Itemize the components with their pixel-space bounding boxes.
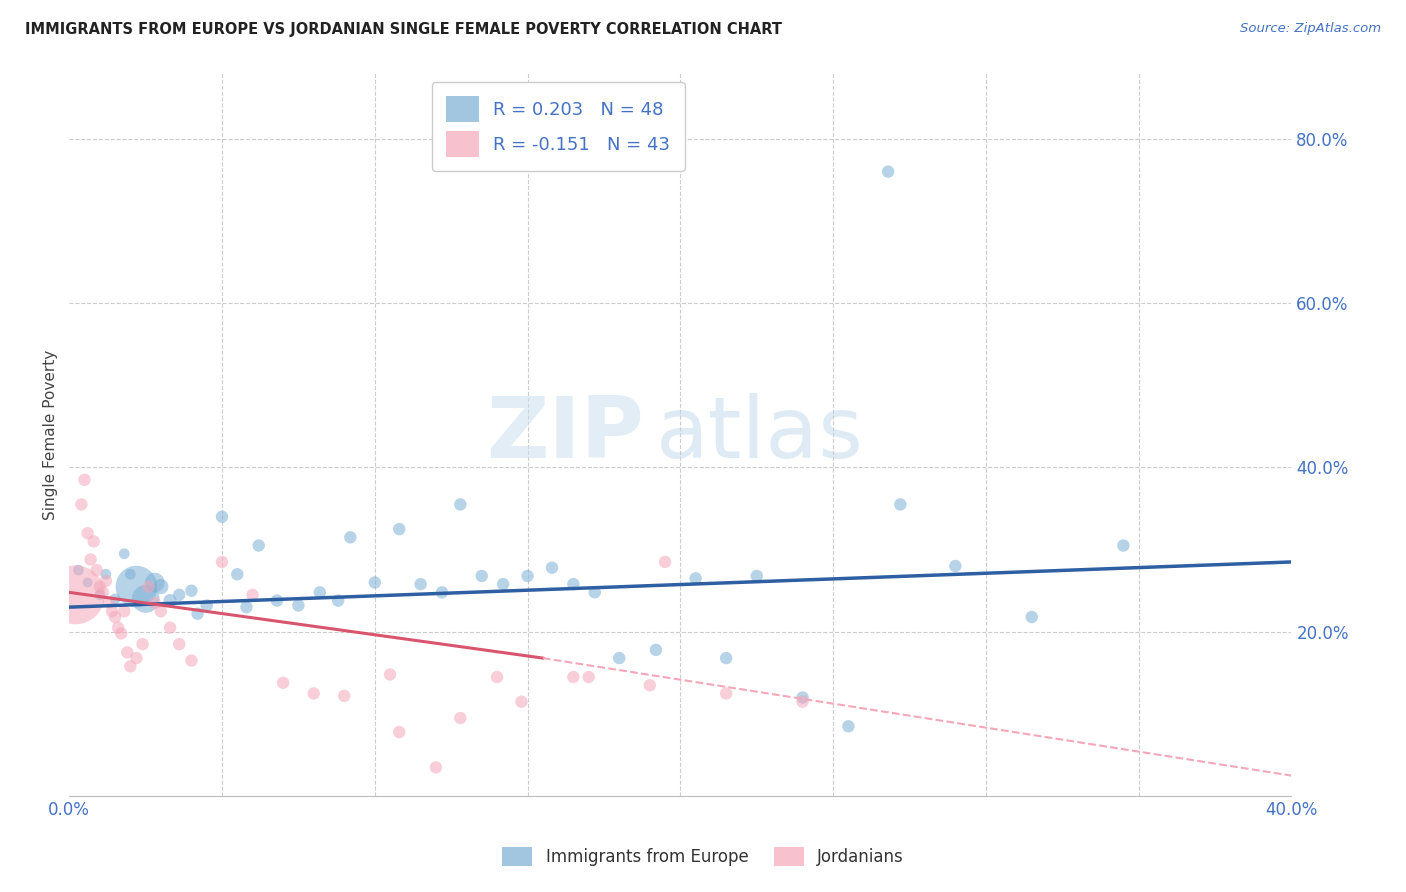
Text: Source: ZipAtlas.com: Source: ZipAtlas.com (1240, 22, 1381, 36)
Point (247, 539, 270, 553)
Point (485, 670, 508, 684)
Point (149, 604, 172, 618)
Point (242, 588, 264, 602)
Point (89, 580, 111, 594)
Point (70, 497, 93, 511)
Point (187, 607, 209, 621)
Point (638, 678, 661, 692)
Text: atlas: atlas (657, 393, 863, 476)
Point (211, 509, 233, 524)
Legend: Immigrants from Europe, Jordanians: Immigrants from Europe, Jordanians (496, 840, 910, 873)
Point (714, 686, 737, 700)
Point (607, 651, 630, 665)
Point (430, 585, 453, 599)
Point (149, 580, 172, 594)
Point (302, 686, 325, 700)
Y-axis label: Single Female Poverty: Single Female Poverty (44, 350, 58, 520)
Point (654, 555, 676, 569)
Point (562, 577, 585, 591)
Point (117, 645, 139, 659)
Point (135, 591, 157, 606)
Point (541, 560, 564, 574)
Legend: R = 0.203   N = 48, R = -0.151   N = 43: R = 0.203 N = 48, R = -0.151 N = 43 (432, 82, 685, 171)
Point (492, 577, 515, 591)
Text: ZIP: ZIP (486, 393, 644, 476)
Point (110, 626, 132, 640)
Point (388, 522, 411, 536)
Point (104, 610, 127, 624)
Point (112, 547, 135, 561)
Point (877, 164, 900, 178)
Point (449, 711, 471, 725)
Point (104, 591, 127, 606)
Point (167, 588, 190, 602)
Point (471, 569, 494, 583)
Point (180, 583, 202, 598)
Point (76, 526, 98, 541)
Point (180, 654, 202, 668)
Point (388, 725, 411, 739)
Point (107, 621, 129, 635)
Point (159, 621, 181, 635)
Point (266, 593, 288, 607)
Point (125, 651, 148, 665)
Point (101, 604, 124, 618)
Point (409, 577, 432, 591)
Point (645, 643, 668, 657)
Point (685, 571, 707, 585)
Point (143, 575, 166, 590)
Point (131, 637, 153, 651)
Point (125, 580, 148, 594)
Point (943, 559, 966, 574)
Point (578, 670, 600, 684)
Text: IMMIGRANTS FROM EUROPE VS JORDANIAN SINGLE FEMALE POVERTY CORRELATION CHART: IMMIGRANTS FROM EUROPE VS JORDANIAN SING… (25, 22, 782, 37)
Point (89, 588, 111, 602)
Point (326, 593, 349, 607)
Point (792, 690, 814, 705)
Point (333, 689, 356, 703)
Point (120, 567, 142, 582)
Point (211, 555, 233, 569)
Point (73, 473, 96, 487)
Point (449, 497, 471, 511)
Point (516, 569, 538, 583)
Point (94, 567, 117, 582)
Point (889, 497, 911, 511)
Point (91, 585, 114, 599)
Point (425, 760, 447, 774)
Point (271, 675, 294, 690)
Point (86, 563, 108, 577)
Point (167, 637, 190, 651)
Point (67, 563, 90, 577)
Point (837, 719, 859, 733)
Point (76, 575, 98, 590)
Point (583, 585, 606, 599)
Point (1112, 539, 1135, 553)
Point (79, 552, 101, 566)
Point (195, 599, 218, 613)
Point (65, 588, 87, 602)
Point (745, 569, 768, 583)
Point (378, 667, 401, 681)
Point (308, 585, 330, 599)
Point (143, 596, 166, 610)
Point (138, 580, 160, 594)
Point (287, 599, 309, 613)
Point (159, 593, 181, 607)
Point (112, 604, 135, 618)
Point (562, 670, 585, 684)
Point (97, 595, 120, 609)
Point (226, 567, 249, 582)
Point (364, 575, 387, 590)
Point (714, 651, 737, 665)
Point (510, 695, 533, 709)
Point (120, 659, 142, 673)
Point (792, 695, 814, 709)
Point (235, 600, 257, 615)
Point (1021, 610, 1043, 624)
Point (339, 530, 361, 544)
Point (83, 534, 105, 549)
Point (94, 574, 117, 588)
